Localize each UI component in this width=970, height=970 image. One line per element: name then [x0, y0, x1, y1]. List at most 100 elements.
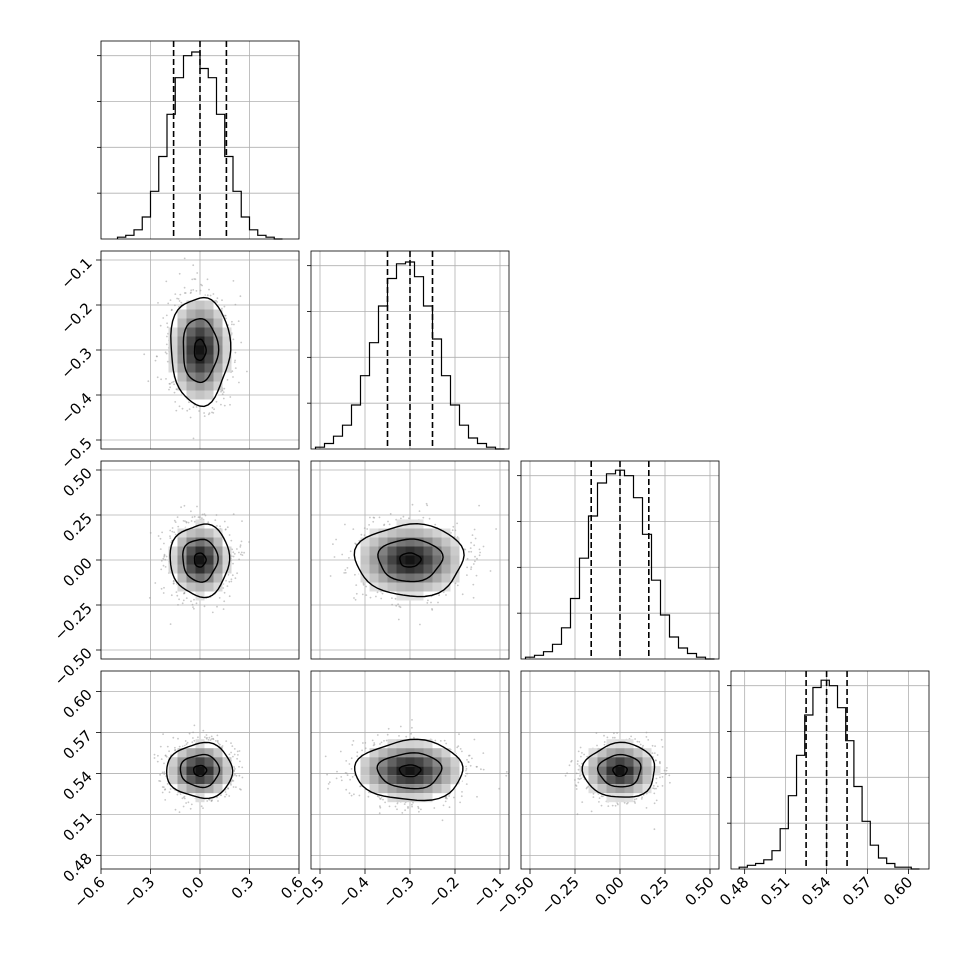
scatter-point [201, 513, 204, 516]
scatter-point [630, 735, 632, 738]
contour-line-0 [398, 764, 422, 778]
density-cell [387, 555, 397, 565]
histogram-panel-0-frame [100, 40, 300, 240]
scatter-point [651, 752, 654, 754]
density-cell [168, 327, 178, 337]
density-cell [414, 582, 424, 592]
scatter-point [395, 604, 398, 607]
density-cell [423, 555, 433, 565]
scatter-point [233, 553, 236, 555]
scatter-point [208, 736, 211, 739]
scatter-point [166, 360, 169, 363]
scatter-point [192, 606, 194, 608]
scatter-point [489, 570, 492, 572]
scatter-point [368, 791, 370, 794]
scatter-point [178, 598, 180, 601]
scatter-point [221, 307, 223, 310]
density-cell [378, 528, 388, 538]
scatter-point [203, 513, 206, 515]
scatter-point [465, 768, 468, 770]
scatter-point [581, 752, 583, 754]
scatter-point [344, 569, 347, 571]
density-cell [441, 582, 451, 592]
scatter-point [228, 580, 231, 583]
scatter-point [239, 760, 241, 763]
density-cell [360, 564, 370, 574]
density-cell [450, 766, 460, 776]
scatter-point [653, 802, 656, 805]
scatter-point [352, 528, 355, 530]
density-cell [423, 757, 433, 767]
scatter-point [162, 317, 165, 319]
scatter-point [193, 724, 196, 727]
density-cell [624, 784, 634, 794]
density-cell [642, 775, 652, 785]
density-cell [432, 775, 442, 785]
x-tick-label: 0.0 [178, 873, 208, 903]
density-cell [177, 345, 187, 355]
density-cell [615, 775, 625, 785]
density-cell [378, 582, 388, 592]
scatter-point [232, 338, 235, 341]
scatter-point [191, 603, 194, 606]
density-cell [432, 537, 442, 547]
scatter-point [216, 297, 219, 300]
scatter-point [365, 594, 368, 596]
scatter-point [169, 535, 171, 538]
density-cell [186, 318, 196, 328]
scatter-point [651, 744, 654, 747]
scatter-point [210, 735, 213, 738]
scatter-point [397, 618, 400, 621]
density-cell [177, 372, 187, 382]
scatter-point [205, 734, 208, 736]
scatter-point [170, 594, 173, 597]
scatter-point [642, 744, 644, 747]
scatter-point [476, 557, 478, 560]
scatter-point [173, 531, 176, 534]
scatter-point [568, 764, 571, 767]
scatter-point [237, 320, 240, 322]
x-tick-label: 0.57 [839, 873, 875, 909]
density-cell [441, 784, 451, 794]
scatter-point [206, 278, 209, 281]
density-cell [396, 784, 406, 794]
scatter-point [396, 802, 399, 805]
scatter-point [183, 504, 186, 507]
scatter-point [157, 302, 159, 304]
scatter-point [404, 809, 406, 812]
scatter-point [470, 566, 473, 569]
density-cell [195, 591, 205, 601]
density-cell [168, 564, 178, 574]
scatter-point [239, 295, 242, 298]
density-cell [642, 766, 652, 776]
scatter-point [617, 803, 619, 806]
scatter-point [633, 798, 636, 801]
density-cell [195, 519, 205, 529]
scatter-point [372, 516, 375, 519]
density-cell [405, 775, 415, 785]
scatter-point [178, 811, 181, 813]
y-tick-label: −0.2 [57, 299, 95, 337]
scatter-point [234, 351, 237, 354]
scatter-point [230, 783, 232, 786]
scatter-point [448, 806, 451, 809]
density-cell [186, 555, 196, 565]
density-cell [177, 775, 187, 785]
scatter-point [387, 520, 389, 523]
scatter-point [204, 514, 207, 517]
histogram-panel-3-frame [730, 670, 930, 870]
scatter-point [332, 543, 334, 545]
density-cell [204, 757, 214, 767]
scatter-point [349, 778, 351, 781]
scatter-point [241, 554, 244, 556]
x-tick-label: −0.3 [379, 873, 417, 911]
y-tick-label: 0.00 [59, 554, 95, 590]
scatter-point [190, 803, 193, 806]
scatter-point [232, 780, 235, 782]
scatter-point [223, 387, 226, 390]
scatter-point [600, 795, 603, 798]
scatter-point [232, 513, 235, 515]
scatter-point [157, 754, 159, 757]
density-panel-3-2 [520, 670, 720, 870]
